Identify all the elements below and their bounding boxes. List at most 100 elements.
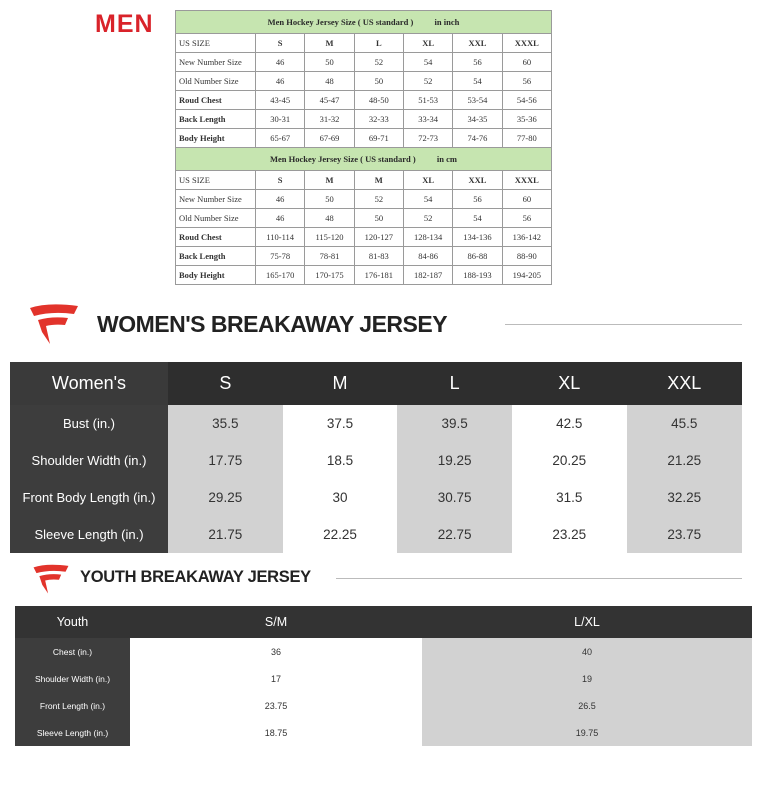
table-cell: 128-134 [402, 227, 454, 247]
table-cell: 17 [271, 673, 282, 684]
table-cell: 176-181 [353, 265, 404, 285]
table-row: Front Body Length (in.) 29.25 30 30.75 31.5 3… [10, 479, 742, 516]
table-cell: 84-86 [402, 246, 454, 266]
table-row: Body Height 65-67 67-69 69-71 72-73 74-76 77-8… [175, 128, 553, 148]
table-row: Body Height 165-170 170-175 176-181 182-187 1… [175, 265, 553, 285]
column-header: Youth [15, 606, 130, 638]
table-cell: 52 [353, 189, 404, 209]
table-cell: 81-83 [353, 246, 404, 266]
table-cell: 77-80 [501, 128, 553, 148]
men-size-table: Men Hockey Jersey Size ( US standard ) i… [175, 10, 553, 285]
table-cell: 31.5 [556, 490, 583, 505]
table-cell: 31-32 [304, 109, 355, 129]
table-cell: XXXL [501, 33, 553, 53]
brand-logo-icon [33, 564, 69, 594]
row-label: Shoulder Width (in.) [15, 665, 130, 692]
table-cell: 86-88 [452, 246, 503, 266]
column-header: M [282, 362, 398, 405]
row-label: Back Length [175, 109, 256, 129]
table-cell: 165-170 [254, 265, 306, 285]
table-cell: 32.25 [626, 479, 742, 516]
table-cell: 56 [452, 189, 503, 209]
table-cell: 51-53 [402, 90, 454, 110]
table-cell: 29.25 [168, 479, 283, 516]
table-row: Old Number Size 46 48 50 52 54 56 [175, 71, 553, 91]
row-label: Bust (in.) [10, 405, 168, 442]
table-cell: 34-35 [452, 109, 503, 129]
table-cell: 23.25 [552, 527, 587, 542]
row-label: Sleeve Length (in.) [10, 516, 168, 553]
table-cell: 19.25 [397, 442, 512, 479]
table-cell: 54 [452, 208, 503, 228]
women-section-title: WOMEN'S BREAKAWAY JERSEY [97, 311, 448, 337]
table-cell: 18.75 [264, 727, 288, 738]
table-cell: 45.5 [626, 405, 742, 442]
table-cell: 54-56 [501, 90, 553, 110]
table-cell: 60 [501, 52, 553, 72]
table-cell: 40 [422, 638, 752, 665]
row-label: Back Length [175, 246, 256, 266]
table-cell: 32-33 [353, 109, 404, 129]
table-cell: 65-67 [254, 128, 306, 148]
table-cell: 54 [452, 71, 503, 91]
row-label: New Number Size [175, 52, 256, 72]
table-cell: S [254, 170, 306, 190]
table-cell: 56 [501, 71, 553, 91]
brand-logo-icon [30, 304, 78, 344]
table-cell: 35.5 [168, 405, 283, 442]
table-cell: 21.25 [626, 442, 742, 479]
table-cell: 21.75 [168, 516, 283, 553]
men-section-title: Men Hockey Jersey Size ( US standard ) i… [175, 147, 552, 171]
column-header: S [168, 362, 283, 405]
table-cell: 46 [254, 208, 306, 228]
table-cell: 194-205 [501, 265, 553, 285]
table-cell: 54 [402, 189, 454, 209]
row-label: US SIZE [175, 33, 256, 53]
row-label: Front Length (in.) [15, 692, 130, 719]
table-cell: 22.25 [323, 527, 357, 542]
table-cell: 120-127 [353, 227, 404, 247]
table-row: Back Length 75-78 78-81 81-83 84-86 86-88 88-9… [175, 246, 553, 266]
row-label: Sleeve Length (in.) [15, 719, 130, 746]
table-cell: 48-50 [353, 90, 404, 110]
table-row: New Number Size 46 50 52 54 56 60 [175, 189, 553, 209]
table-cell: 30-31 [254, 109, 306, 129]
row-label: Shoulder Width (in.) [10, 442, 168, 479]
table-cell: 50 [304, 52, 355, 72]
table-row: Front Length (in.) 23.75 26.5 [15, 692, 752, 719]
table-cell: L [353, 33, 404, 53]
table-cell: 42.5 [556, 416, 583, 431]
table-cell: 17.75 [168, 442, 283, 479]
table-row: Shoulder Width (in.) 17 19 [15, 665, 752, 692]
men-label: MEN [95, 10, 154, 38]
table-cell: XXL [452, 170, 503, 190]
table-cell: 33-34 [402, 109, 454, 129]
men-section-title: Men Hockey Jersey Size ( US standard ) i… [175, 10, 552, 34]
row-label: New Number Size [175, 189, 256, 209]
table-cell: 46 [254, 189, 306, 209]
row-label: Chest (in.) [15, 638, 130, 665]
table-cell: 115-120 [304, 227, 355, 247]
row-label: Body Height [175, 128, 256, 148]
table-cell: 30 [332, 490, 348, 505]
women-size-table: Women's S M L XL XXL Bust (in.) 35.5 37.5 39.5 42.… [10, 362, 742, 553]
table-cell: 78-81 [304, 246, 355, 266]
row-label: Old Number Size [175, 71, 256, 91]
row-label: Roud Chest [175, 90, 256, 110]
table-cell: 20.25 [552, 453, 587, 468]
table-row: Roud Chest 43-45 45-47 48-50 51-53 53-54 54-56 [175, 90, 553, 110]
table-cell: XXL [452, 33, 503, 53]
table-cell: 45-47 [304, 90, 355, 110]
table-cell: 36 [271, 646, 282, 657]
table-cell: XXXL [501, 170, 553, 190]
table-row: Sleeve Length (in.) 18.75 19.75 [15, 719, 752, 746]
table-cell: 170-175 [304, 265, 355, 285]
column-header: S/M [130, 606, 423, 638]
row-label: Front Body Length (in.) [10, 479, 168, 516]
table-cell: 46 [254, 71, 306, 91]
table-cell: 52 [402, 208, 454, 228]
row-label: Body Height [175, 265, 256, 285]
table-cell: XL [402, 170, 454, 190]
table-cell: XL [402, 33, 454, 53]
table-cell: 43-45 [254, 90, 306, 110]
